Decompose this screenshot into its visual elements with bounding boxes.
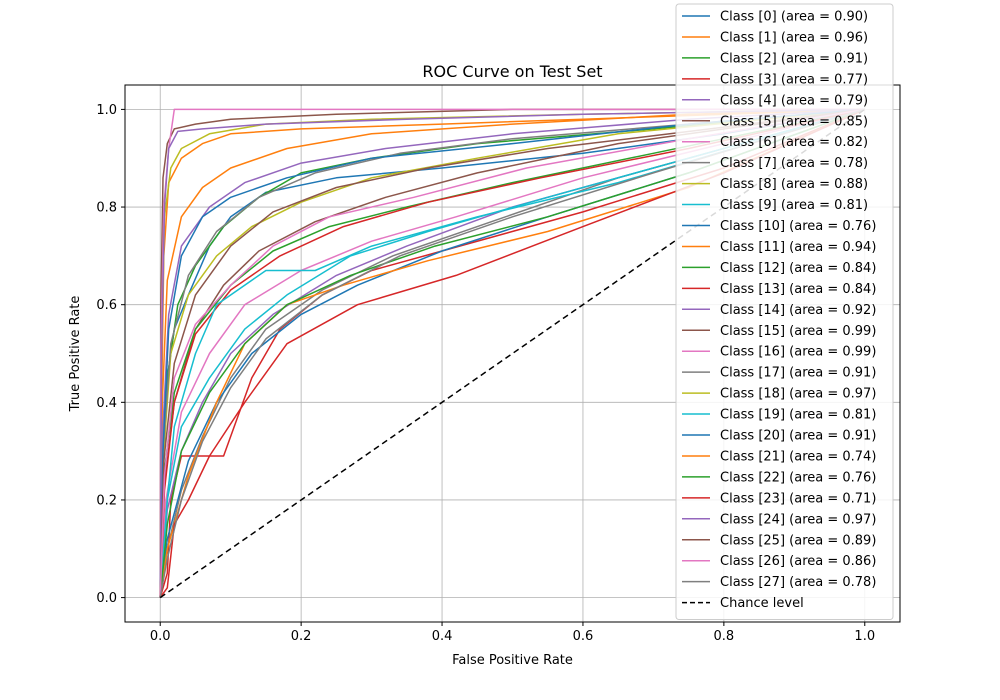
roc-curve-class-17: [159, 108, 865, 598]
legend-entry: Class [21] (area = 0.74): [720, 449, 876, 464]
legend-box: [675, 3, 894, 621]
roc-curve-class-13: [159, 108, 865, 598]
y-tick-label: 0.0: [96, 591, 117, 606]
roc-curve-class-11: [159, 108, 865, 598]
legend-entry: Class [20] (area = 0.91): [720, 429, 876, 444]
y-tick-label: 1.0: [96, 103, 117, 118]
roc-curve-class-27: [159, 108, 866, 598]
legend-entry: Class [9] (area = 0.81): [720, 198, 868, 213]
x-axis-label: False Positive Rate: [452, 653, 573, 668]
legend-entry: Class [10] (area = 0.76): [720, 219, 876, 234]
ticks: 0.0 0.2 0.4 0.6 0.8 1.0 0.0 0.2 0.4 0.6 0.8 1.0: [96, 103, 875, 644]
legend-entry: Class [3] (area = 0.77): [720, 72, 868, 87]
legend-entry: Class [7] (area = 0.78): [720, 156, 868, 171]
roc-curve-class-19: [159, 108, 866, 598]
legend-entry: Class [24] (area = 0.97): [720, 512, 876, 527]
roc-curve-class-26: [159, 108, 865, 598]
x-tick-label: 1.0: [854, 629, 875, 644]
legend-entry: Class [27] (area = 0.78): [720, 575, 876, 590]
legend-entry: Class [25] (area = 0.89): [720, 533, 876, 548]
roc-curve-class-7: [159, 108, 866, 598]
curves: [159, 108, 866, 599]
y-tick-label: 0.2: [96, 493, 117, 508]
roc-curve-class-24: [159, 108, 865, 598]
x-tick-label: 0.4: [432, 629, 453, 644]
axes-frame: [124, 84, 901, 623]
y-tick-label: 0.8: [96, 201, 117, 216]
legend-entry: Chance level: [720, 596, 804, 611]
x-tick-label: 0.6: [573, 629, 594, 644]
y-tick-label: 0.4: [96, 396, 117, 411]
legend-entry: Class [18] (area = 0.97): [720, 387, 876, 402]
legend-entry: Class [16] (area = 0.99): [720, 345, 876, 360]
legend-entry: Class [4] (area = 0.79): [720, 93, 868, 108]
roc-curve-class-25: [159, 108, 865, 598]
roc-curve-class-14: [159, 108, 865, 598]
legend-entry: Class [23] (area = 0.71): [720, 491, 876, 506]
legend-entry: Class [15] (area = 0.99): [720, 324, 876, 339]
legend-entry: Class [6] (area = 0.82): [720, 135, 868, 150]
legend-entry: Class [12] (area = 0.84): [720, 261, 876, 276]
roc-curve-class-9: [159, 108, 866, 598]
legend-entry: Class [1] (area = 0.96): [720, 30, 868, 45]
legend-entry: Class [0] (area = 0.90): [720, 10, 868, 25]
roc-curve-class-15: [159, 108, 865, 598]
legend-entry: Class [2] (area = 0.91): [720, 51, 868, 66]
legend-entry: Class [26] (area = 0.86): [720, 554, 876, 569]
roc-curve-class-3: [159, 108, 866, 598]
legend-entry: Class [22] (area = 0.76): [720, 470, 876, 485]
y-axis-label: True Positive Rate: [68, 296, 83, 413]
x-tick-label: 0.8: [714, 629, 735, 644]
legend-entry: Class [8] (area = 0.88): [720, 177, 868, 192]
chart-title: ROC Curve on Test Set: [422, 62, 602, 81]
x-tick-label: 0.2: [291, 629, 312, 644]
legend-entry: Class [19] (area = 0.81): [720, 408, 876, 423]
legend: Class [0] (area = 0.90) Class [1] (area =…: [675, 3, 894, 621]
x-tick-label: 0.0: [150, 629, 171, 644]
legend-entry: Class [14] (area = 0.92): [720, 303, 876, 318]
legend-entry: Class [17] (area = 0.91): [720, 366, 876, 381]
legend-entry: Class [5] (area = 0.85): [720, 114, 868, 129]
roc-curve-class-20: [159, 108, 865, 598]
legend-entry: Class [13] (area = 0.84): [720, 282, 876, 297]
legend-entry: Class [11] (area = 0.94): [720, 240, 876, 255]
y-tick-label: 0.6: [96, 298, 117, 313]
roc-curve-class-22: [159, 108, 866, 598]
